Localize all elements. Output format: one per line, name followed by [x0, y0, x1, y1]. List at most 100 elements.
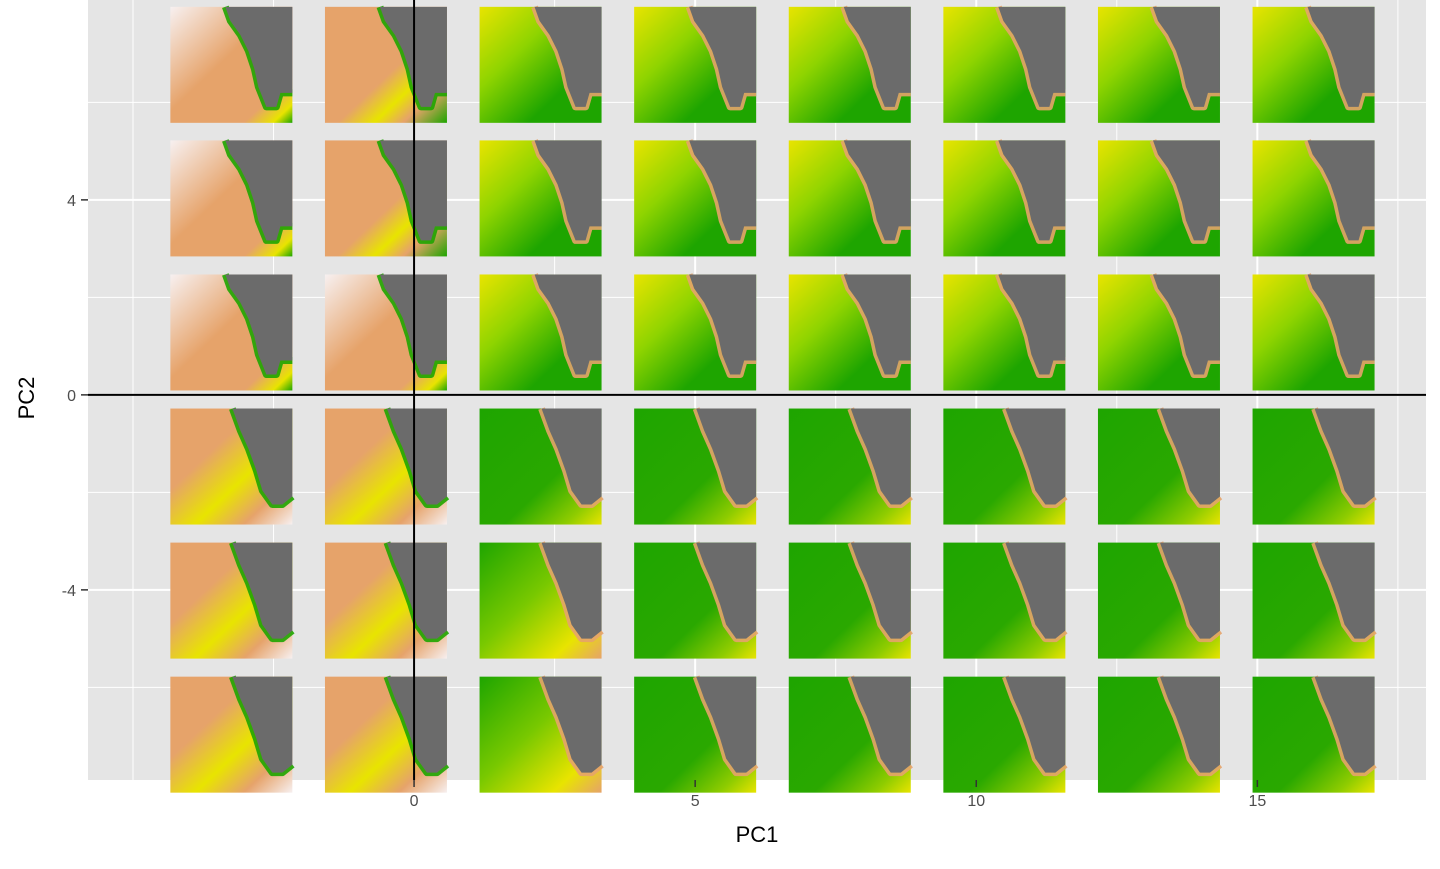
thumbnail-land — [541, 542, 602, 639]
thumbnail-marker — [1097, 407, 1223, 525]
thumbnail-marker — [324, 407, 450, 525]
thumbnail-land — [998, 274, 1066, 375]
thumbnail-land — [1159, 542, 1220, 639]
thumbnail-land — [232, 542, 293, 639]
thumbnail-markers — [170, 5, 1377, 793]
thumbnail-marker — [788, 675, 913, 793]
thumbnail-marker — [324, 5, 447, 123]
thumbnail-land — [1159, 676, 1220, 773]
thumbnail-marker — [324, 273, 447, 391]
thumbnail-land — [1005, 542, 1066, 639]
thumbnail-land — [850, 542, 911, 639]
thumbnail-land — [1152, 274, 1220, 375]
thumbnail-marker — [943, 139, 1066, 257]
thumbnail-land — [1159, 408, 1220, 505]
y-axis-title: PC2 — [14, 377, 39, 420]
thumbnail-marker — [170, 541, 295, 659]
thumbnail-land — [541, 408, 602, 505]
y-tick-label: 4 — [67, 193, 76, 210]
thumbnail-land — [689, 6, 757, 107]
thumbnail-marker — [634, 139, 757, 257]
thumbnail-marker — [479, 5, 602, 123]
thumbnail-marker — [634, 675, 759, 793]
thumbnail-marker — [1252, 5, 1375, 123]
thumbnail-marker — [324, 675, 450, 793]
thumbnail-land — [1307, 140, 1375, 241]
thumbnail-land — [541, 676, 602, 773]
thumbnail-marker — [943, 273, 1066, 391]
thumbnail-marker — [634, 407, 759, 525]
thumbnail-marker — [1097, 5, 1220, 123]
thumbnail-land — [386, 542, 447, 639]
axes: 0 5 10 15 -4 0 4 — [62, 193, 1267, 810]
thumbnail-marker — [479, 541, 604, 659]
thumbnail-land — [225, 274, 293, 375]
thumbnail-marker — [788, 273, 911, 391]
thumbnail-marker — [943, 407, 1068, 525]
thumbnail-marker — [479, 139, 602, 257]
thumbnail-marker — [788, 541, 913, 659]
x-tick-label: 5 — [691, 793, 700, 810]
thumbnail-land — [850, 676, 911, 773]
thumbnail-land — [1314, 408, 1375, 505]
thumbnail-marker — [1252, 273, 1375, 391]
thumbnail-land — [843, 6, 911, 107]
thumbnail-land — [534, 6, 602, 107]
thumbnail-marker — [943, 675, 1068, 793]
thumbnail-land — [689, 274, 757, 375]
thumbnail-land — [232, 408, 293, 505]
thumbnail-land — [696, 676, 757, 773]
thumbnail-marker — [634, 5, 757, 123]
thumbnail-marker — [170, 675, 295, 793]
thumbnail-marker — [1097, 273, 1220, 391]
thumbnail-marker — [1252, 139, 1375, 257]
thumbnail-marker — [1252, 407, 1377, 525]
thumbnail-marker — [1097, 675, 1223, 793]
thumbnail-land — [696, 408, 757, 505]
thumbnail-land — [534, 140, 602, 241]
thumbnail-marker — [479, 273, 602, 391]
thumbnail-marker — [324, 139, 447, 257]
thumbnail-land — [386, 676, 447, 773]
thumbnail-marker — [479, 675, 604, 793]
thumbnail-marker — [1252, 675, 1377, 793]
x-tick-label: 15 — [1248, 793, 1266, 810]
thumbnail-land — [1005, 676, 1066, 773]
thumbnail-land — [998, 6, 1066, 107]
thumbnail-land — [225, 140, 293, 241]
y-tick-label: 0 — [67, 388, 76, 405]
thumbnail-marker — [634, 541, 759, 659]
thumbnail-marker — [788, 407, 913, 525]
thumbnail-land — [843, 140, 911, 241]
thumbnail-land — [225, 6, 293, 107]
thumbnail-marker — [324, 541, 450, 659]
thumbnail-marker — [1097, 541, 1223, 659]
thumbnail-marker — [1252, 541, 1377, 659]
thumbnail-marker — [943, 541, 1068, 659]
x-tick-label: 0 — [410, 793, 419, 810]
thumbnail-land — [689, 140, 757, 241]
thumbnail-land — [232, 676, 293, 773]
thumbnail-land — [1314, 676, 1375, 773]
thumbnail-land — [386, 408, 447, 505]
thumbnail-land — [1314, 542, 1375, 639]
thumbnail-marker — [170, 273, 293, 391]
reference-lines — [88, 0, 1426, 780]
thumbnail-marker — [170, 139, 293, 257]
thumbnail-land — [1152, 6, 1220, 107]
thumbnail-marker — [943, 5, 1066, 123]
thumbnail-land — [696, 542, 757, 639]
thumbnail-marker — [1097, 139, 1220, 257]
thumbnail-land — [1307, 274, 1375, 375]
thumbnail-marker — [170, 407, 295, 525]
thumbnail-land — [1005, 408, 1066, 505]
thumbnail-land — [843, 274, 911, 375]
thumbnail-marker — [479, 407, 604, 525]
thumbnail-land — [1307, 6, 1375, 107]
thumbnail-marker — [788, 139, 911, 257]
thumbnail-marker — [634, 273, 757, 391]
thumbnail-land — [850, 408, 911, 505]
x-axis-title: PC1 — [736, 822, 779, 847]
